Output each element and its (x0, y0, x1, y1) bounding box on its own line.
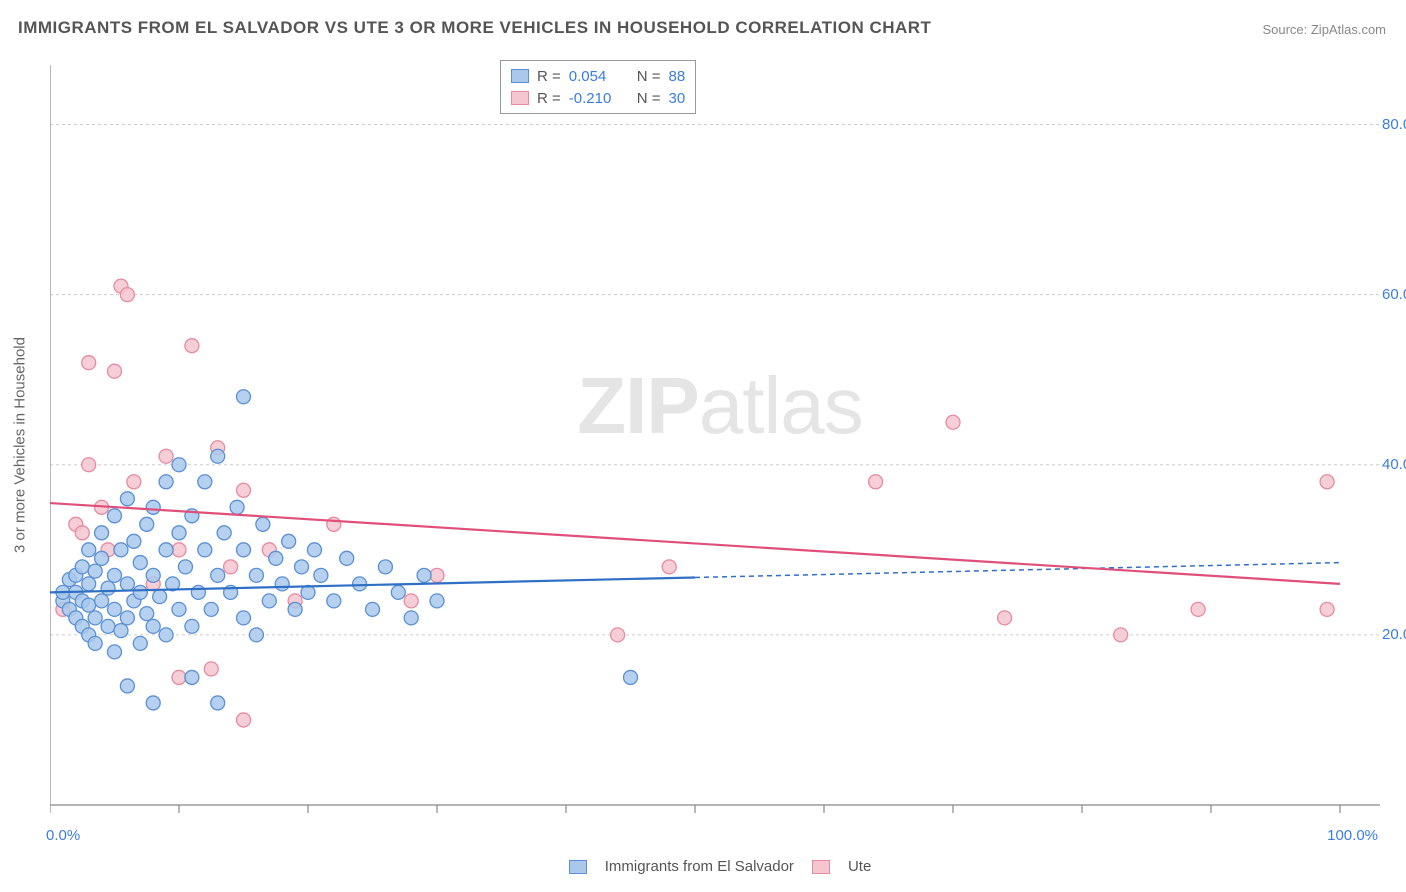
legend-swatch-a (511, 69, 529, 83)
source-attribution: Source: ZipAtlas.com (1262, 22, 1386, 37)
legend-n-label: N = (637, 90, 661, 107)
legend-n-value-a: 88 (669, 68, 686, 85)
legend-n-value-b: 30 (669, 90, 686, 107)
legend-r-value-b: -0.210 (569, 90, 629, 107)
legend-stats: R = 0.054 N = 88 R = -0.210 N = 30 (500, 60, 696, 114)
legend-swatch-a (569, 860, 587, 874)
legend-swatch-b (812, 860, 830, 874)
legend-stats-row: R = -0.210 N = 30 (511, 87, 685, 109)
legend-r-label: R = (537, 90, 561, 107)
legend-r-value-a: 0.054 (569, 68, 629, 85)
y-axis-label: 3 or more Vehicles in Household (12, 337, 29, 553)
tick-label: 80.0% (1382, 116, 1406, 133)
tick-label: 100.0% (1327, 827, 1378, 844)
tick-label: 20.0% (1382, 626, 1406, 643)
legend-r-label: R = (537, 68, 561, 85)
tick-label: 60.0% (1382, 286, 1406, 303)
legend-swatch-b (511, 91, 529, 105)
legend-stats-row: R = 0.054 N = 88 (511, 65, 685, 87)
legend-n-label: N = (637, 68, 661, 85)
legend-label-b: Ute (848, 858, 871, 875)
chart-area: ZIPatlas 3 or more Vehicles in Household… (50, 55, 1390, 835)
tick-label: 40.0% (1382, 456, 1406, 473)
scatter-plot (50, 55, 1390, 835)
tick-label: 0.0% (46, 827, 80, 844)
legend-series: Immigrants from El Salvador Ute (50, 858, 1390, 875)
chart-title: IMMIGRANTS FROM EL SALVADOR VS UTE 3 OR … (18, 18, 931, 38)
legend-label-a: Immigrants from El Salvador (605, 858, 794, 875)
